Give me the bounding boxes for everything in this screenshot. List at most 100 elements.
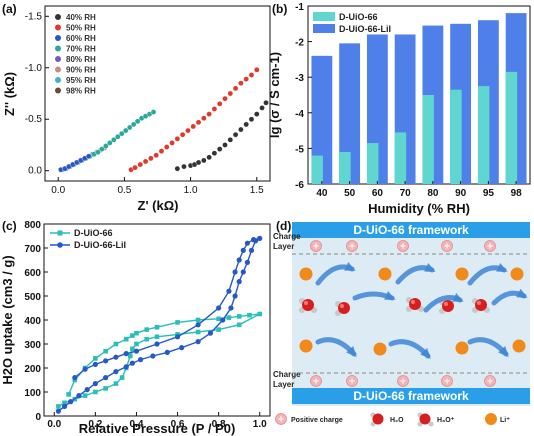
data-point xyxy=(133,348,140,354)
svg-text:+: + xyxy=(349,242,355,253)
data-point xyxy=(232,293,238,299)
legend-label-a: 95% RH xyxy=(66,76,96,85)
data-point xyxy=(144,336,150,342)
data-point xyxy=(154,324,160,330)
plot-frame-b xyxy=(307,5,531,185)
li-ion xyxy=(455,341,469,355)
data-point xyxy=(195,339,201,345)
data-point xyxy=(132,164,138,171)
positive-charge-icon: + xyxy=(310,375,322,388)
data-point xyxy=(92,381,98,387)
li-ion xyxy=(378,267,392,281)
legend-label-c: D-UiO-66-LiI xyxy=(74,240,126,250)
legend-marker-a xyxy=(55,87,61,94)
legend-marker-c xyxy=(57,242,63,248)
li-ion xyxy=(299,339,313,353)
panel-c-label: (c) xyxy=(2,219,17,233)
svg-text:+: + xyxy=(278,415,284,426)
data-point xyxy=(206,154,212,161)
bar-d-uio-66 xyxy=(366,143,379,184)
data-point xyxy=(76,393,82,399)
data-point xyxy=(227,137,234,143)
transport-arrow-icon xyxy=(467,337,509,357)
svg-text:+: + xyxy=(400,242,406,253)
legend-marker-a xyxy=(55,14,61,20)
series-60rh xyxy=(58,153,92,173)
data-point xyxy=(236,322,242,328)
y-tick-label-c: 400 xyxy=(24,316,41,327)
data-point xyxy=(253,111,260,117)
legend-label-a: 40% RH xyxy=(66,13,96,22)
data-point xyxy=(122,127,129,134)
data-point xyxy=(126,124,133,131)
data-point xyxy=(174,165,181,172)
transport-arrow-icon xyxy=(395,262,436,285)
data-point xyxy=(216,327,221,332)
data-point xyxy=(236,279,242,285)
data-point xyxy=(248,247,255,253)
x-tick-label-b: 80 xyxy=(427,188,439,199)
panel-a-label: (a) xyxy=(2,2,17,16)
series-50rh xyxy=(128,67,260,173)
data-point xyxy=(123,336,129,342)
data-point xyxy=(244,259,250,265)
y-tick-label-c: 500 xyxy=(24,292,41,303)
data-point xyxy=(158,148,165,154)
plot-frame-a xyxy=(44,5,271,182)
legend-label-a: 50% RH xyxy=(66,24,96,33)
data-point xyxy=(222,95,228,102)
data-point xyxy=(119,375,125,380)
data-point xyxy=(92,361,98,367)
y-axis-label-b: lg (σ / S cm-1) xyxy=(267,52,282,138)
data-point xyxy=(107,140,113,146)
data-point xyxy=(56,404,61,409)
bar-d-uio-66 xyxy=(339,151,351,184)
data-point xyxy=(228,305,234,311)
data-point xyxy=(150,109,157,115)
legend-marker-a xyxy=(55,45,61,52)
data-point xyxy=(82,393,88,398)
data-point xyxy=(253,67,260,73)
data-point xyxy=(163,144,170,150)
series-40rh xyxy=(174,99,269,172)
series-line-c xyxy=(57,237,261,412)
data-point xyxy=(62,400,67,406)
data-point xyxy=(113,381,119,386)
legend-label-d: H₂O xyxy=(390,417,404,424)
legend-label-a: 70% RH xyxy=(66,45,96,54)
data-point xyxy=(190,123,197,130)
data-point xyxy=(240,269,246,275)
data-point xyxy=(248,72,255,78)
data-point xyxy=(226,315,232,320)
positive-charge-icon: + xyxy=(484,240,496,253)
data-point xyxy=(247,312,252,318)
y-tick-label-c: 800 xyxy=(24,220,41,231)
data-point xyxy=(68,399,74,405)
data-point xyxy=(236,314,242,319)
data-point xyxy=(130,333,135,338)
data-point xyxy=(99,146,105,152)
legend-label-b: D-UiO-66 xyxy=(339,12,378,22)
data-point xyxy=(72,375,78,381)
positive-charge-icon: + xyxy=(441,240,453,253)
y-tick-label-b: -6 xyxy=(295,180,304,191)
data-point xyxy=(154,341,160,347)
data-point xyxy=(66,392,71,397)
top-framework-label: D-UiO-66 framework xyxy=(353,223,469,237)
y-tick-label-c: 100 xyxy=(24,388,41,399)
data-point xyxy=(185,127,191,134)
data-point xyxy=(113,341,119,347)
charge-layer-bottom-label: Charge Layer xyxy=(273,370,301,389)
data-point xyxy=(226,288,232,294)
bar-d-uio-66-lii xyxy=(311,55,333,185)
legend-label-a: 98% RH xyxy=(66,87,96,96)
data-point xyxy=(127,353,133,359)
data-point xyxy=(103,386,108,391)
bar-d-uio-66 xyxy=(450,89,462,184)
data-point xyxy=(150,353,156,359)
data-point xyxy=(250,237,257,243)
svg-text:+: + xyxy=(487,377,493,388)
panel-b: (b) -6 -5 -4 -3 -2 -1 40 50 60 70 80 90 95 98 D-UiO-6… xyxy=(267,2,531,216)
bottom-framework-label: D-UiO-66 framework xyxy=(353,389,469,403)
y-tick-label-b: -3 xyxy=(295,73,304,84)
